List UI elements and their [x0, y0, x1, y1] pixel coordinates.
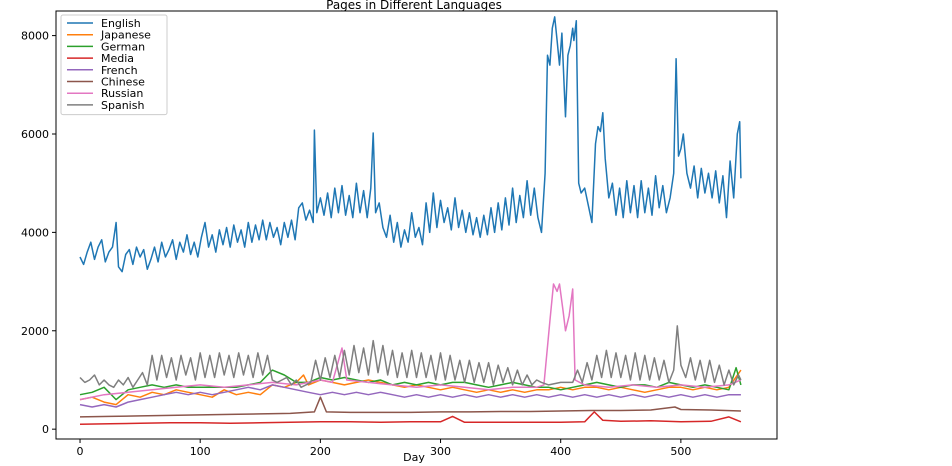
- legend-label-japanese: Japanese: [100, 29, 151, 42]
- y-tick-label: 2000: [21, 325, 49, 338]
- legend-label-english: English: [101, 17, 141, 30]
- legend: EnglishJapaneseGermanMediaFrenchChineseR…: [60, 14, 168, 116]
- x-tick-label: 0: [77, 445, 84, 458]
- plot-area: [79, 16, 742, 425]
- legend-label-german: German: [101, 40, 145, 53]
- series-line-chinese: [79, 396, 741, 418]
- y-tick-label: 8000: [21, 30, 49, 43]
- x-tick-label: 100: [190, 445, 211, 458]
- series-line-english: [79, 16, 742, 273]
- legend-label-chinese: Chinese: [101, 76, 145, 89]
- x-tick-label: 400: [550, 445, 571, 458]
- legend-frame: [60, 14, 168, 116]
- series-line-french: [79, 384, 741, 408]
- y-axis: 0 2000 4000 6000 8000: [21, 30, 56, 436]
- series-line-spanish: [79, 325, 742, 389]
- x-axis: 0 100 200 300 400 500: [77, 439, 691, 458]
- series-line-russian: [79, 283, 742, 401]
- legend-label-french: French: [101, 64, 138, 77]
- x-tick-label: 500: [670, 445, 691, 458]
- x-tick-label: 200: [310, 445, 331, 458]
- series-line-japanese: [79, 369, 742, 406]
- series-line-german: [79, 366, 742, 401]
- series-line-media: [79, 411, 742, 425]
- chart-title: Pages in Different Languages: [326, 0, 502, 12]
- legend-label-russian: Russian: [101, 87, 143, 100]
- y-tick-label: 0: [42, 423, 49, 436]
- legend-label-spanish: Spanish: [101, 99, 144, 112]
- legend-label-media: Media: [101, 52, 134, 65]
- y-tick-label: 6000: [21, 128, 49, 141]
- y-tick-label: 4000: [21, 226, 49, 239]
- x-tick-label: 300: [430, 445, 451, 458]
- x-axis-label: Day: [403, 451, 425, 464]
- plot-frame: [55, 10, 778, 440]
